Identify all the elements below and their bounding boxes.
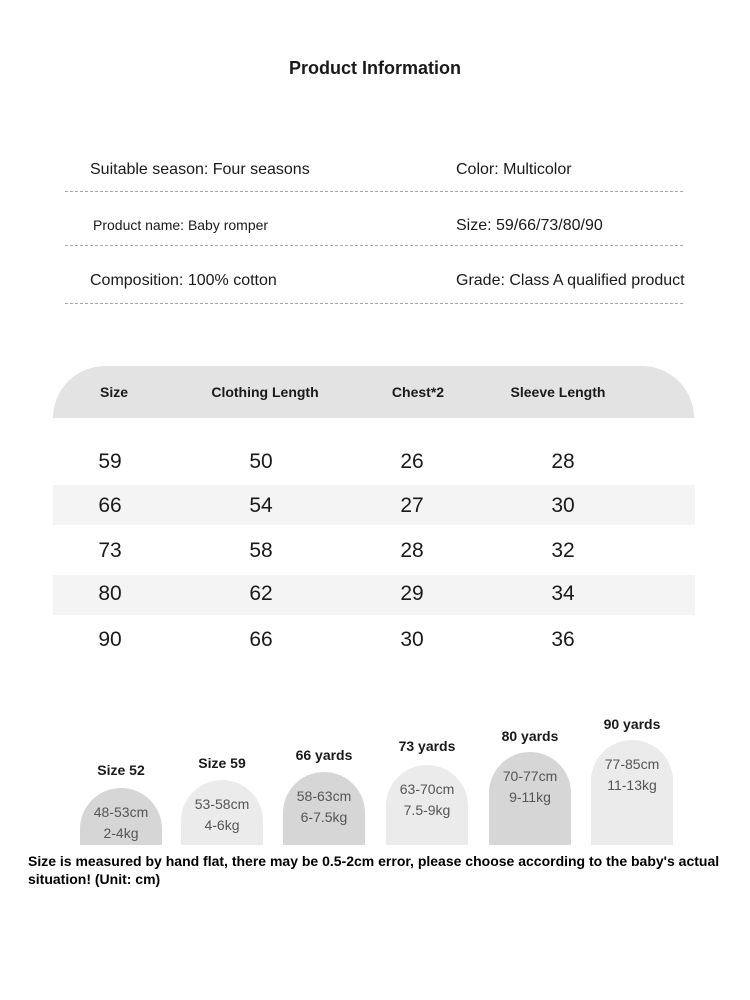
size-weight: 9-11kg [509, 789, 551, 805]
table-cell: 80 [98, 582, 122, 605]
divider [65, 303, 683, 304]
info-item: Color: Multicolor [456, 161, 572, 178]
size-arch: 63-70cm 7.5-9kg [386, 765, 468, 845]
size-arch: 48-53cm 2-4kg [80, 788, 162, 845]
table-cell: 54 [249, 494, 273, 517]
size-range: 63-70cm [399, 781, 455, 797]
table-header: Chest*2 [391, 384, 445, 400]
size-arch: 58-63cm 6-7.5kg [283, 772, 365, 845]
table-header-bg [53, 366, 694, 418]
size-range: 58-63cm [296, 788, 352, 804]
table-cell: 28 [551, 450, 575, 473]
size-label: 66 yards [295, 747, 353, 763]
size-weight: 11-13kg [607, 777, 657, 793]
table-cell: 66 [249, 628, 273, 651]
size-arch: 77-85cm 11-13kg [591, 740, 673, 845]
table-cell: 30 [400, 628, 424, 651]
size-arch: 53-58cm 4-6kg [181, 780, 263, 845]
table-cell: 30 [551, 494, 575, 517]
size-label: Size 59 [198, 755, 246, 771]
table-header: Size [99, 384, 128, 400]
divider [65, 245, 683, 246]
size-weight: 7.5-9kg [403, 802, 451, 818]
table-cell: 26 [400, 450, 424, 473]
table-cell: 28 [400, 539, 424, 562]
table-cell: 34 [551, 582, 575, 605]
size-label: 80 yards [501, 728, 559, 744]
table-cell: 73 [98, 539, 122, 562]
size-weight: 4-6kg [204, 817, 240, 833]
info-item: Product name: Baby romper [93, 217, 269, 233]
size-range: 70-77cm [502, 768, 558, 784]
table-cell: 36 [551, 628, 575, 651]
info-item: Size: 59/66/73/80/90 [456, 217, 603, 234]
size-range: 53-58cm [194, 796, 250, 812]
size-weight: 6-7.5kg [300, 809, 348, 825]
note: Size is measured by hand flat, there may… [28, 853, 720, 887]
divider [65, 191, 683, 192]
table-cell: 27 [400, 494, 424, 517]
table-cell: 59 [98, 450, 122, 473]
size-arch: 70-77cm 9-11kg [489, 752, 571, 845]
table-cell: 50 [249, 450, 273, 473]
table-cell: 58 [249, 539, 273, 562]
size-label: Size 52 [97, 762, 145, 778]
row-band [53, 485, 695, 525]
size-weight: 2-4kg [103, 825, 139, 841]
title: Product Information [289, 58, 461, 78]
table-cell: 62 [249, 582, 273, 605]
table-header: Clothing Length [211, 384, 319, 400]
table-cell: 32 [551, 539, 575, 562]
info-item: Grade: Class A qualified product [456, 272, 685, 289]
row-band [53, 575, 695, 615]
size-range: 77-85cm [604, 756, 660, 772]
info-item: Suitable season: Four seasons [90, 161, 310, 178]
info-item: Composition: 100% cotton [90, 272, 277, 289]
size-range: 48-53cm [93, 804, 149, 820]
table-header: Sleeve Length [510, 384, 606, 400]
table-cell: 66 [98, 494, 122, 517]
table-cell: 29 [400, 582, 424, 605]
table-cell: 90 [98, 628, 122, 651]
size-label: 90 yards [603, 716, 661, 732]
size-label: 73 yards [398, 738, 456, 754]
